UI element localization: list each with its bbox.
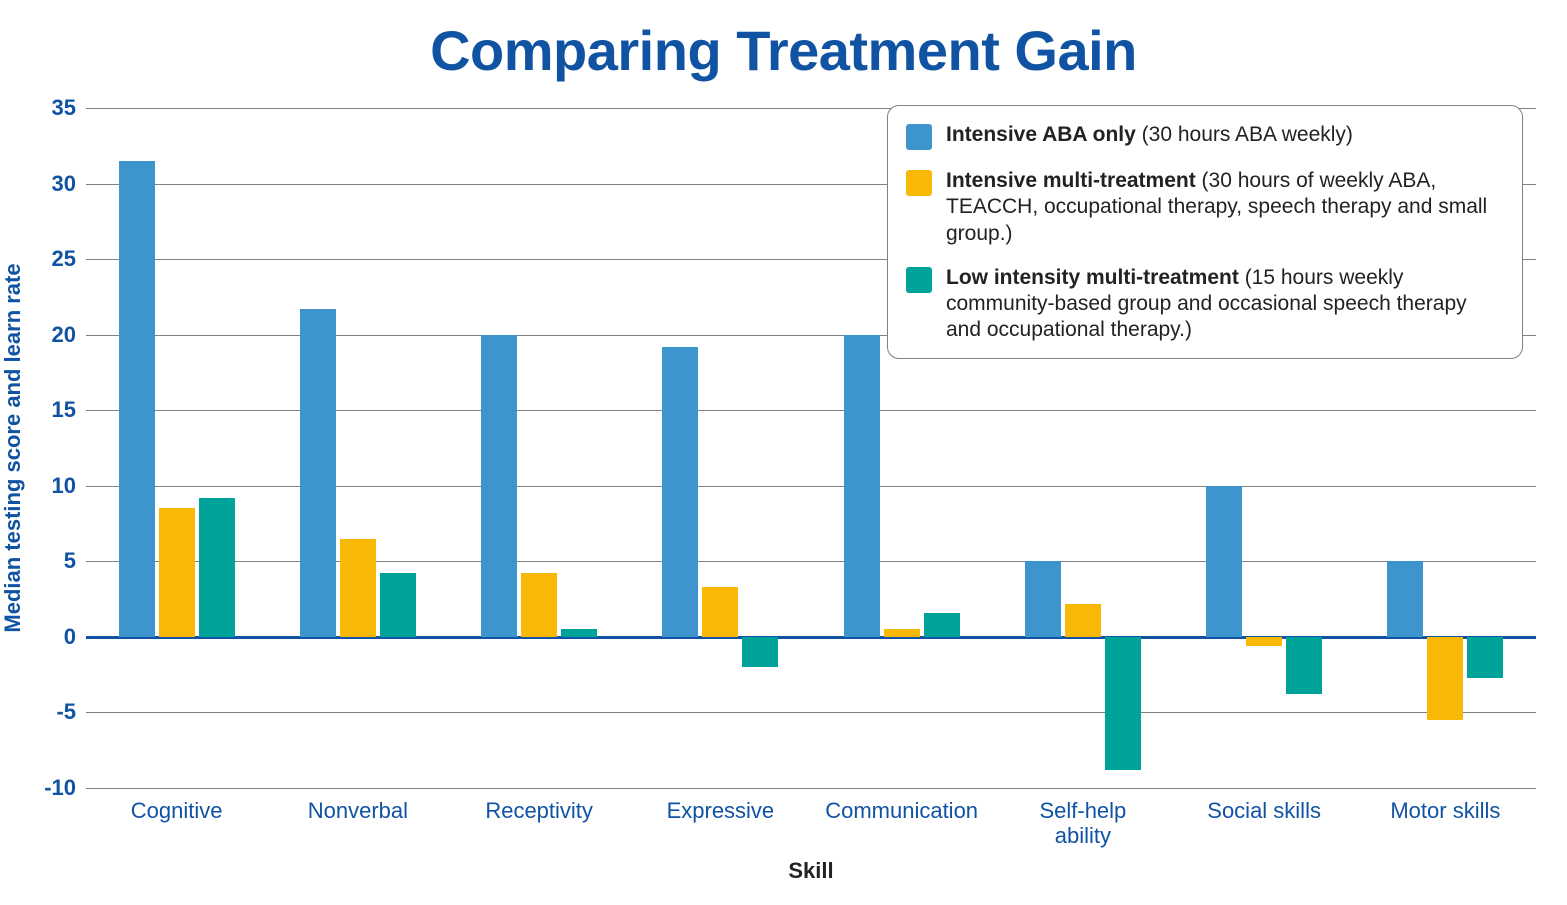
y-tick-label: 25: [52, 246, 86, 272]
bar-aba: [1025, 561, 1061, 637]
gridline: [86, 712, 1536, 713]
bar-multi: [521, 573, 557, 636]
category-label: Receptivity: [449, 798, 630, 823]
bar-aba: [844, 335, 880, 637]
category-label: Expressive: [630, 798, 811, 823]
bar-multi: [702, 587, 738, 637]
y-tick-label: 5: [64, 548, 86, 574]
bar-aba: [481, 335, 517, 637]
legend-item: Intensive multi-treatment (30 hours of w…: [906, 168, 1504, 247]
bar-low: [924, 613, 960, 637]
legend-item: Low intensity multi-treatment (15 hours …: [906, 265, 1504, 344]
y-tick-label: -10: [44, 775, 86, 801]
legend-text: Intensive ABA only (30 hours ABA weekly): [946, 122, 1353, 148]
y-tick-label: 30: [52, 171, 86, 197]
x-axis-label: Skill: [788, 858, 833, 884]
bar-aba: [662, 347, 698, 637]
bar-aba: [1206, 486, 1242, 637]
y-tick-label: 10: [52, 473, 86, 499]
y-tick-label: 15: [52, 397, 86, 423]
legend-swatch: [906, 124, 932, 150]
bar-low: [1286, 637, 1322, 694]
chart-container: Comparing Treatment Gain -10 -5 0 5 10 15 20 25…: [0, 0, 1567, 905]
bar-low: [199, 498, 235, 637]
legend: Intensive ABA only (30 hours ABA weekly)…: [887, 105, 1523, 359]
chart-title: Comparing Treatment Gain: [0, 0, 1567, 83]
legend-text: Low intensity multi-treatment (15 hours …: [946, 265, 1504, 344]
y-axis-label: Median testing score and learn rate: [0, 263, 26, 632]
bar-aba: [119, 161, 155, 637]
bar-multi: [340, 539, 376, 637]
y-tick-label: 35: [52, 95, 86, 121]
bar-aba: [1387, 561, 1423, 637]
legend-text: Intensive multi-treatment (30 hours of w…: [946, 168, 1504, 247]
legend-swatch: [906, 170, 932, 196]
y-tick-label: 0: [64, 624, 86, 650]
bar-multi: [1427, 637, 1463, 720]
bar-low: [380, 573, 416, 636]
y-tick-label: 20: [52, 322, 86, 348]
category-label: Communication: [811, 798, 992, 823]
y-tick-label: -5: [56, 699, 86, 725]
bar-low: [1467, 637, 1503, 678]
bar-multi: [159, 508, 195, 636]
bar-low: [742, 637, 778, 667]
bar-aba: [300, 309, 336, 637]
bar-low: [561, 629, 597, 637]
legend-swatch: [906, 267, 932, 293]
legend-item: Intensive ABA only (30 hours ABA weekly): [906, 122, 1504, 150]
bar-low: [1105, 637, 1141, 770]
gridline: [86, 788, 1536, 789]
category-label: Cognitive: [86, 798, 267, 823]
category-label: Motor skills: [1355, 798, 1536, 823]
bar-multi: [1246, 637, 1282, 646]
bar-multi: [1065, 604, 1101, 637]
category-label: Self-helpability: [992, 798, 1173, 849]
bar-multi: [884, 629, 920, 637]
category-label: Social skills: [1174, 798, 1355, 823]
category-label: Nonverbal: [267, 798, 448, 823]
